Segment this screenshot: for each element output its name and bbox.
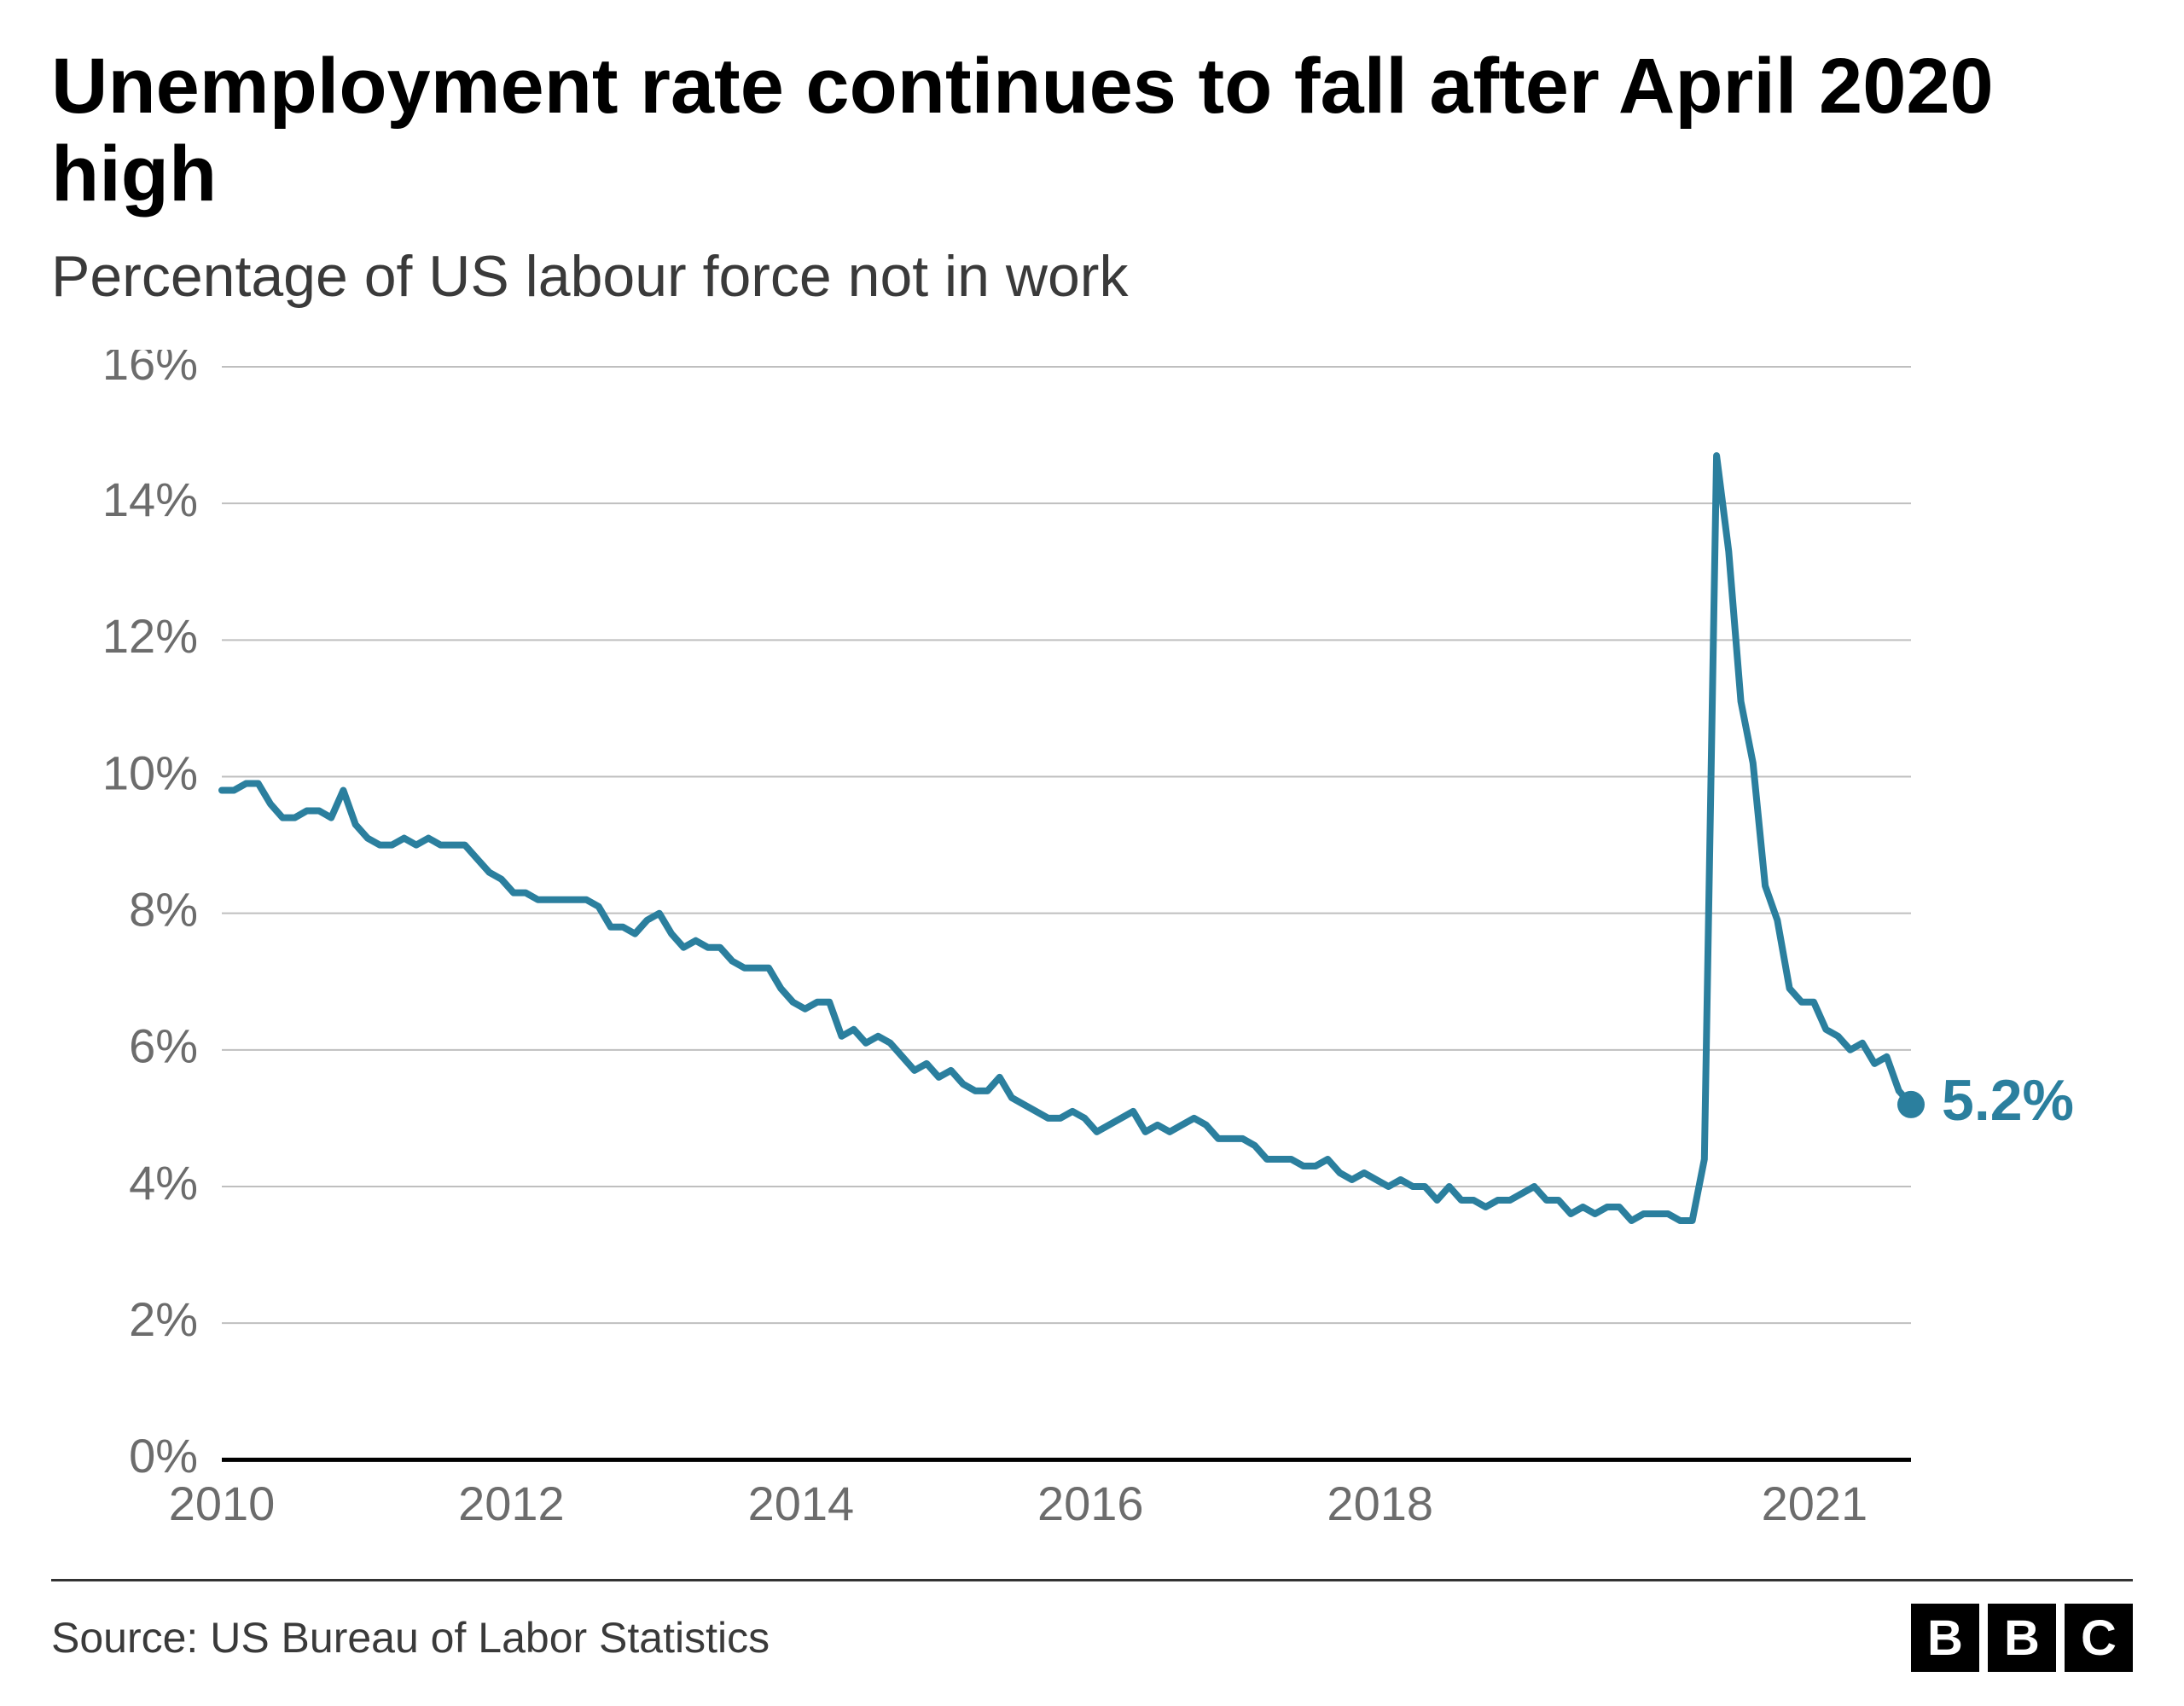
x-axis-label: 2014 xyxy=(748,1477,855,1530)
y-axis-label: 16% xyxy=(102,350,198,390)
source-text: Source: US Bureau of Labor Statistics xyxy=(51,1613,770,1662)
x-axis-label: 2018 xyxy=(1327,1477,1433,1530)
y-axis-label: 8% xyxy=(129,882,198,936)
y-axis-label: 10% xyxy=(102,746,198,799)
unemployment-line xyxy=(222,456,1911,1221)
bbc-logo-letter: B xyxy=(1988,1604,2056,1672)
y-axis-label: 0% xyxy=(129,1429,198,1483)
chart-title: Unemployment rate continues to fall afte… xyxy=(51,43,2133,218)
x-axis-label: 2010 xyxy=(169,1477,276,1530)
bbc-logo-letter: B xyxy=(1911,1604,1979,1672)
bbc-logo-letter: C xyxy=(2065,1604,2133,1672)
line-chart: 0% 2% 4% 6% 8% 10% 12% 14% 16% 2010 2012 2014 2016 20… xyxy=(51,350,2133,1562)
x-axis-label: 2021 xyxy=(1762,1477,1868,1530)
x-axis-label: 2016 xyxy=(1037,1477,1144,1530)
y-axis-label: 14% xyxy=(102,473,198,526)
y-axis-label: 12% xyxy=(102,609,198,663)
y-axis-label: 4% xyxy=(129,1155,198,1209)
y-axis-label: 2% xyxy=(129,1292,198,1346)
footer: Source: US Bureau of Labor Statistics BB… xyxy=(51,1579,2133,1672)
bbc-logo: BBC xyxy=(1911,1604,2133,1672)
y-axis-label: 6% xyxy=(129,1018,198,1072)
plot-area: 0% 2% 4% 6% 8% 10% 12% 14% 16% 2010 2012 2014 2016 20… xyxy=(51,350,2133,1562)
chart-subtitle: Percentage of US labour force not in wor… xyxy=(51,242,2133,312)
endpoint-marker xyxy=(1897,1091,1925,1118)
x-axis-label: 2012 xyxy=(458,1477,565,1530)
endpoint-label: 5.2% xyxy=(1942,1068,2074,1133)
chart-container: Unemployment rate continues to fall afte… xyxy=(0,0,2184,1706)
